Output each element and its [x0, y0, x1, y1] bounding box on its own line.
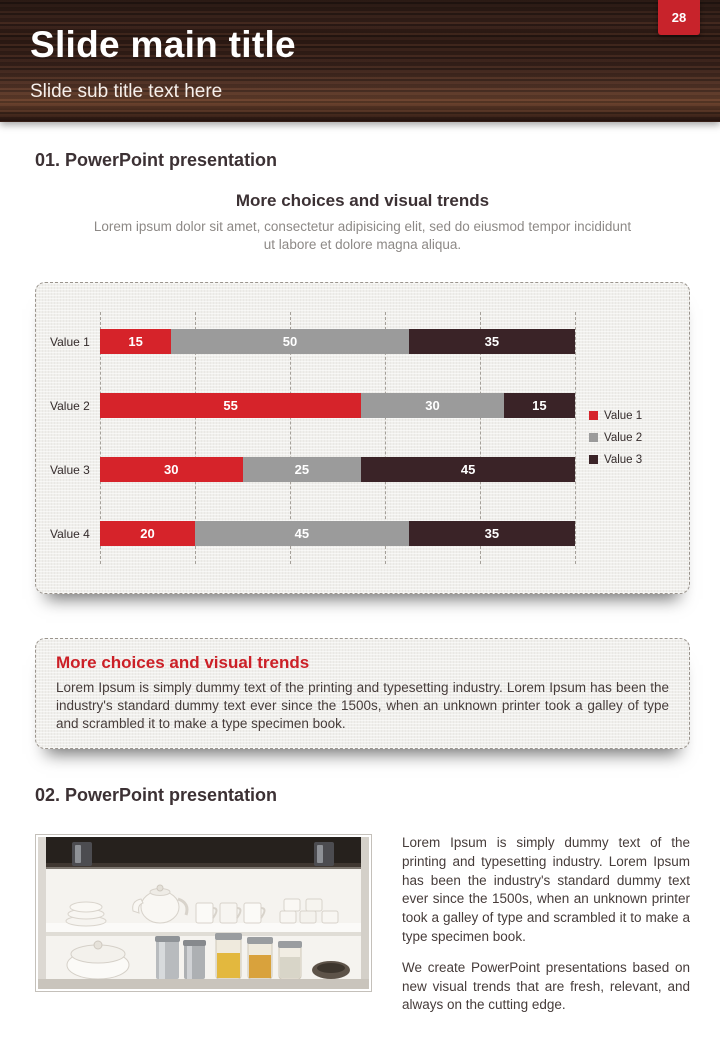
- bar-segment: 25: [242, 457, 362, 483]
- kitchen-cupboard-photo: [35, 834, 372, 993]
- bar-segment: 35: [408, 521, 575, 547]
- chart-category-label: Value 1: [50, 334, 90, 349]
- chart-row: Value 4 20 45 35: [50, 502, 581, 566]
- section1-heading: 01. PowerPoint presentation: [35, 150, 278, 170]
- chart-panel: Value 1 15 50 35 Value 2 55 30 15 Value 3 30 25 45 V…: [35, 281, 690, 594]
- slide-content: 01. PowerPoint presentation More choices…: [0, 122, 720, 1028]
- bar-segment: 15: [100, 329, 172, 355]
- chart-category-label: Value 4: [50, 526, 90, 541]
- chart-subtitle: Lorem ipsum dolor sit amet, consectetur …: [93, 219, 632, 252]
- bar-segment: 55: [100, 393, 362, 419]
- kitchen-cupboard-illustration: [38, 837, 369, 990]
- stacked-bar: 55 30 15: [100, 393, 575, 419]
- callout-title: More choices and visual trends: [56, 652, 310, 672]
- section2-paragraph-2: We create PowerPoint presentations based…: [402, 960, 690, 1013]
- bar-segment: 15: [503, 393, 575, 419]
- legend-label: Value 1: [604, 409, 643, 422]
- slide-title: Slide main title: [30, 24, 296, 65]
- stacked-bar: 20 45 35: [100, 521, 575, 547]
- chart-header: More choices and visual trends Lorem ips…: [35, 191, 690, 254]
- page-number: 28: [671, 10, 687, 25]
- page-number-tab: 28: [658, 0, 700, 35]
- chart-category-label: Value 3: [50, 462, 90, 477]
- chart-title: More choices and visual trends: [235, 191, 490, 210]
- gridline: [480, 311, 481, 564]
- chart-category-label: Value 2: [50, 398, 90, 413]
- bar-segment: 30: [361, 393, 504, 419]
- chart-plot: Value 1 15 50 35 Value 2 55 30 15 Value 3 30 25 45 V…: [50, 310, 581, 566]
- legend-swatch-icon: [589, 433, 598, 443]
- chart-gridlines: [100, 311, 576, 564]
- gridline: [195, 311, 196, 564]
- section2-paragraph-1: Lorem Ipsum is simply dummy text of the …: [402, 835, 690, 944]
- bar-segment: 45: [195, 521, 409, 547]
- gridline: [575, 311, 576, 564]
- legend-label: Value 2: [604, 431, 643, 444]
- chart-row: Value 3 30 25 45: [50, 438, 581, 502]
- legend-swatch-icon: [589, 455, 598, 465]
- callout-body: Lorem Ipsum is simply dummy text of the …: [56, 679, 669, 731]
- section2-text: Lorem Ipsum is simply dummy text of the …: [402, 834, 690, 1028]
- stacked-bar: 30 25 45: [100, 457, 575, 483]
- legend-label: Value 3: [604, 453, 643, 466]
- chart-legend: Value 1 Value 2 Value 3: [581, 310, 677, 566]
- bar-segment: 45: [361, 457, 575, 483]
- gridline: [100, 311, 101, 564]
- legend-swatch-icon: [589, 411, 598, 421]
- gridline: [290, 311, 291, 564]
- section2-heading: 02. PowerPoint presentation: [35, 785, 278, 806]
- legend-item: Value 2: [589, 432, 677, 444]
- bar-segment: 20: [100, 521, 195, 547]
- bar-segment: 30: [100, 457, 243, 483]
- hinge-icon: [72, 842, 334, 867]
- bar-segment: 35: [408, 329, 575, 355]
- legend-item: Value 3: [589, 454, 677, 466]
- chart-row: Value 1 15 50 35: [50, 310, 581, 374]
- gridline: [385, 311, 386, 564]
- section2-content: Lorem Ipsum is simply dummy text of the …: [35, 834, 690, 1028]
- stacked-bar: 15 50 35: [100, 329, 575, 355]
- callout-panel: More choices and visual trends Lorem Ips…: [35, 637, 690, 750]
- slide-header: 28 Slide main title Slide sub title text…: [0, 0, 720, 122]
- bar-segment: 50: [171, 329, 409, 355]
- slide-subtitle: Slide sub title text here: [30, 81, 223, 102]
- legend-item: Value 1: [589, 410, 677, 422]
- chart-row: Value 2 55 30 15: [50, 374, 581, 438]
- stacked-bar-chart: Value 1 15 50 35 Value 2 55 30 15 Value 3 30 25 45 V…: [36, 283, 689, 593]
